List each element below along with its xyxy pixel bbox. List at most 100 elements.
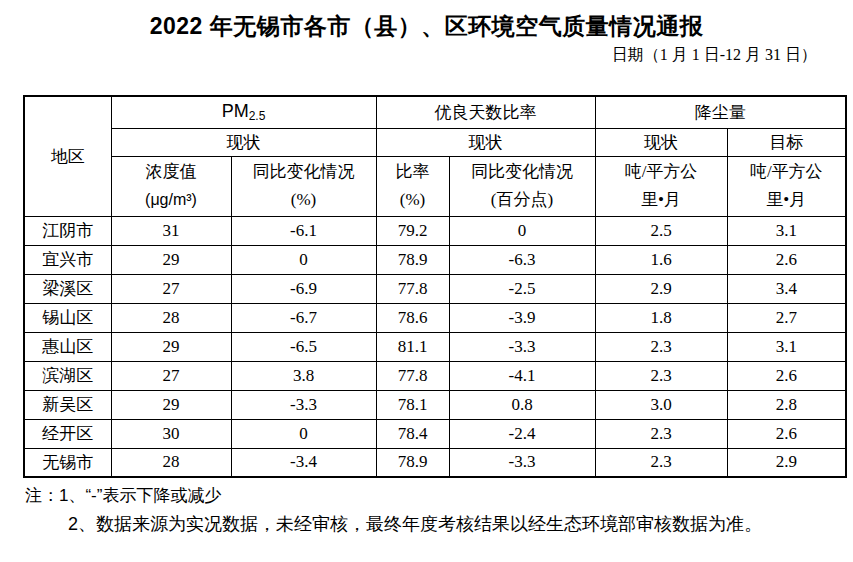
pm25-value-cell: 29 [111, 390, 231, 419]
pm25-yoy-cell: 0 [231, 245, 376, 274]
page-title: 2022 年无锡市各市（县）、区环境空气质量情况通报 [0, 12, 853, 40]
region-cell: 宜兴市 [24, 245, 111, 274]
pm25-yoy-cell: -3.4 [231, 448, 376, 477]
pm25-value-cell: 29 [111, 332, 231, 361]
ratio-cell: 81.1 [376, 332, 449, 361]
dust-status-cell: 3.0 [595, 390, 727, 419]
header-subcolumn-row: 浓度值 (μg/m³) 同比变化情况 (%) 比率 (%) 同比变化情况 (百分… [24, 156, 846, 216]
ratio-cell: 79.2 [376, 216, 449, 245]
pm25-value-cell: 27 [111, 274, 231, 303]
pm25-yoy-cell: 3.8 [231, 361, 376, 390]
region-cell: 惠山区 [24, 332, 111, 361]
pm25-value-cell: 27 [111, 361, 231, 390]
pm25-value-cell: 28 [111, 448, 231, 477]
dust-status-cell: 2.3 [595, 361, 727, 390]
dust-target-cell: 2.7 [727, 303, 846, 332]
pm25-group-header: PM2.5 [111, 96, 376, 128]
header-status-row: 现状 现状 现状 目标 [24, 128, 846, 156]
dust-target-cell: 2.8 [727, 390, 846, 419]
table-row: 锡山区 28 -6.7 78.6 -3.9 1.8 2.7 [24, 303, 846, 332]
footnotes: 注：1、“-”表示下降或减少 2、数据来源为实况数据，未经审核，最终年度考核结果… [25, 484, 853, 536]
dust-status-cell: 2.3 [595, 448, 727, 477]
ratio-yoy-header: 同比变化情况 (百分点) [449, 156, 595, 216]
pm25-yoy-header: 同比变化情况 (%) [231, 156, 376, 216]
dustfall-group-header: 降尘量 [595, 96, 846, 128]
region-cell: 经开区 [24, 419, 111, 448]
ratio-yoy-cell: -3.3 [449, 448, 595, 477]
ratio-yoy-cell: -2.5 [449, 274, 595, 303]
dust-status-cell: 1.6 [595, 245, 727, 274]
table-row: 无锡市 28 -3.4 78.9 -3.3 2.3 2.9 [24, 448, 846, 477]
dust-target-unit-header: 吨/平方公 里•月 [727, 156, 846, 216]
table-row: 惠山区 29 -6.5 81.1 -3.3 2.3 3.1 [24, 332, 846, 361]
region-cell: 滨湖区 [24, 361, 111, 390]
pm25-value-cell: 29 [111, 245, 231, 274]
air-quality-table: 地区 PM2.5 优良天数比率 降尘量 现状 现状 现状 目标 浓度值 (μg/… [23, 95, 847, 478]
table-row: 梁溪区 27 -6.9 77.8 -2.5 2.9 3.4 [24, 274, 846, 303]
ratio-cell: 77.8 [376, 274, 449, 303]
dust-target-cell: 3.4 [727, 274, 846, 303]
ratio-cell: 78.9 [376, 448, 449, 477]
dust-target-cell: 2.6 [727, 419, 846, 448]
good-days-group-header: 优良天数比率 [376, 96, 595, 128]
ratio-yoy-cell: 0.8 [449, 390, 595, 419]
ratio-header: 比率 (%) [376, 156, 449, 216]
pm25-yoy-cell: -6.5 [231, 332, 376, 361]
table-row: 江阴市 31 -6.1 79.2 0 2.5 3.1 [24, 216, 846, 245]
ratio-cell: 78.6 [376, 303, 449, 332]
region-cell: 无锡市 [24, 448, 111, 477]
dust-status-cell: 2.3 [595, 419, 727, 448]
region-cell: 锡山区 [24, 303, 111, 332]
region-column-header: 地区 [24, 96, 111, 216]
pm25-subscript: 2.5 [249, 109, 266, 123]
table-row: 宜兴市 29 0 78.9 -6.3 1.6 2.6 [24, 245, 846, 274]
pm25-status-header: 现状 [111, 128, 376, 156]
concentration-header: 浓度值 (μg/m³) [111, 156, 231, 216]
ratio-cell: 78.4 [376, 419, 449, 448]
pm25-yoy-cell: -6.9 [231, 274, 376, 303]
ratio-yoy-cell: -4.1 [449, 361, 595, 390]
ratio-yoy-cell: -3.3 [449, 332, 595, 361]
ratio-cell: 77.8 [376, 361, 449, 390]
ratio-cell: 78.1 [376, 390, 449, 419]
table-row: 滨湖区 27 3.8 77.8 -4.1 2.3 2.6 [24, 361, 846, 390]
ratio-unit: (%) [377, 186, 449, 214]
pm25-value-cell: 30 [111, 419, 231, 448]
dust-status-header: 现状 [595, 128, 727, 156]
pm25-yoy-cell: 0 [231, 419, 376, 448]
ratio-yoy-cell: 0 [449, 216, 595, 245]
region-cell: 江阴市 [24, 216, 111, 245]
date-range-label: 日期（1 月 1 日-12 月 31 日） [0, 44, 853, 66]
dust-target-cell: 3.1 [727, 216, 846, 245]
dust-target-cell: 2.6 [727, 245, 846, 274]
header-group-row: 地区 PM2.5 优良天数比率 降尘量 [24, 96, 846, 128]
region-cell: 梁溪区 [24, 274, 111, 303]
dust-target-cell: 2.6 [727, 361, 846, 390]
dust-status-cell: 2.9 [595, 274, 727, 303]
ratio-yoy-cell: -2.4 [449, 419, 595, 448]
table-row: 经开区 30 0 78.4 -2.4 2.3 2.6 [24, 419, 846, 448]
pm25-label: PM2.5 [222, 101, 266, 121]
footnote-2: 2、数据来源为实况数据，未经审核，最终年度考核结果以经生态环境部审核数据为准。 [68, 512, 853, 536]
dust-target-cell: 3.1 [727, 332, 846, 361]
dust-target-header: 目标 [727, 128, 846, 156]
pm25-yoy-cell: -3.3 [231, 390, 376, 419]
pm25-yoy-cell: -6.7 [231, 303, 376, 332]
ratio-yoy-unit: (百分点) [450, 186, 595, 214]
region-cell: 新吴区 [24, 390, 111, 419]
ratio-cell: 78.9 [376, 245, 449, 274]
pm25-yoy-unit: (%) [232, 186, 376, 214]
footnote-1: 注：1、“-”表示下降或减少 [25, 484, 853, 508]
concentration-unit: (μg/m³) [112, 186, 231, 214]
table-row: 新吴区 29 -3.3 78.1 0.8 3.0 2.8 [24, 390, 846, 419]
dust-status-cell: 2.5 [595, 216, 727, 245]
dust-status-unit-header: 吨/平方公 里•月 [595, 156, 727, 216]
good-days-status-header: 现状 [376, 128, 595, 156]
ratio-yoy-cell: -6.3 [449, 245, 595, 274]
dust-target-cell: 2.9 [727, 448, 846, 477]
dust-status-cell: 2.3 [595, 332, 727, 361]
pm25-yoy-cell: -6.1 [231, 216, 376, 245]
ratio-yoy-cell: -3.9 [449, 303, 595, 332]
pm25-value-cell: 28 [111, 303, 231, 332]
dust-status-cell: 1.8 [595, 303, 727, 332]
